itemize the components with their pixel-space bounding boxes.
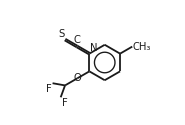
Text: CH₃: CH₃ bbox=[133, 42, 151, 52]
Text: N: N bbox=[90, 43, 97, 53]
Text: S: S bbox=[58, 29, 64, 39]
Text: C: C bbox=[74, 35, 81, 45]
Text: O: O bbox=[74, 73, 81, 83]
Text: F: F bbox=[46, 84, 51, 94]
Text: F: F bbox=[62, 98, 68, 108]
